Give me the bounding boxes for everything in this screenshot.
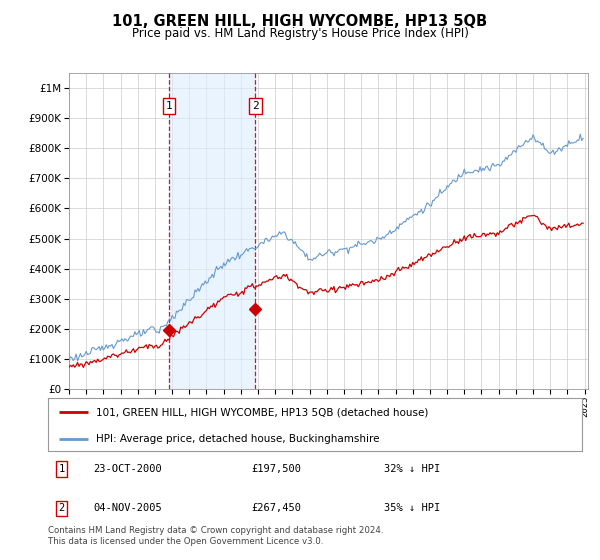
- Text: 23-OCT-2000: 23-OCT-2000: [94, 464, 162, 474]
- Text: 2: 2: [58, 503, 64, 513]
- Text: Contains HM Land Registry data © Crown copyright and database right 2024.
This d: Contains HM Land Registry data © Crown c…: [48, 526, 383, 546]
- Text: 101, GREEN HILL, HIGH WYCOMBE, HP13 5QB: 101, GREEN HILL, HIGH WYCOMBE, HP13 5QB: [112, 14, 488, 29]
- Text: £267,450: £267,450: [251, 503, 301, 513]
- Text: 1: 1: [166, 101, 172, 111]
- Text: HPI: Average price, detached house, Buckinghamshire: HPI: Average price, detached house, Buck…: [96, 434, 380, 444]
- Text: 1: 1: [58, 464, 64, 474]
- Text: Price paid vs. HM Land Registry's House Price Index (HPI): Price paid vs. HM Land Registry's House …: [131, 27, 469, 40]
- Text: £197,500: £197,500: [251, 464, 301, 474]
- Text: 04-NOV-2005: 04-NOV-2005: [94, 503, 162, 513]
- Text: 35% ↓ HPI: 35% ↓ HPI: [385, 503, 440, 513]
- Bar: [169, 73, 256, 389]
- Text: 32% ↓ HPI: 32% ↓ HPI: [385, 464, 440, 474]
- Text: 101, GREEN HILL, HIGH WYCOMBE, HP13 5QB (detached house): 101, GREEN HILL, HIGH WYCOMBE, HP13 5QB …: [96, 408, 428, 418]
- Text: 2: 2: [252, 101, 259, 111]
